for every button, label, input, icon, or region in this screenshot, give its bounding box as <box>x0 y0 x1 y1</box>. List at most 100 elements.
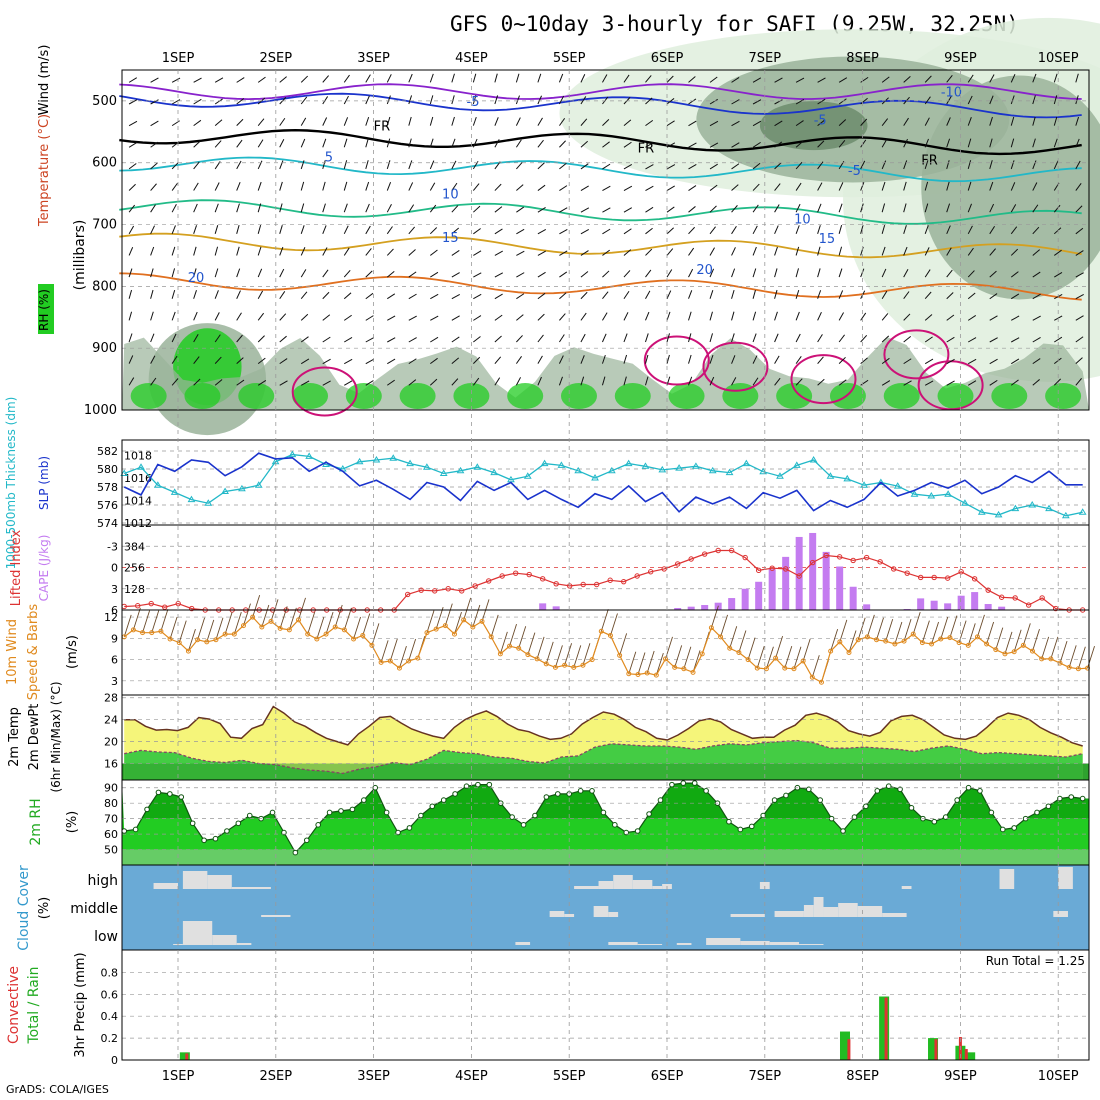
wind-barb <box>279 117 286 126</box>
wind-barb <box>408 337 417 343</box>
cape-tick: 256 <box>124 562 145 575</box>
wind-speed-point <box>268 618 274 624</box>
wind-barb <box>838 246 843 256</box>
wind-barb <box>580 291 588 300</box>
wind-barb <box>795 203 801 213</box>
wind-barb-10m <box>224 611 233 635</box>
wind-barb <box>494 293 503 300</box>
li-point <box>189 605 195 612</box>
wind-barb <box>645 185 654 191</box>
wind-barb-10m <box>132 607 141 630</box>
wind-barb <box>903 246 908 256</box>
wind-speed-point <box>479 618 485 624</box>
wind-barb <box>171 333 177 343</box>
wind-barb <box>688 290 693 299</box>
li-point <box>769 565 775 571</box>
wind-barb <box>537 139 544 148</box>
wind-speed-point <box>516 645 522 651</box>
wind-barb <box>150 333 155 343</box>
wind-barb <box>537 207 546 213</box>
wind-speed-point <box>993 647 999 653</box>
wind-barb-10m <box>674 645 683 668</box>
wind-barb <box>946 292 954 300</box>
wind-barb-10m <box>499 631 508 655</box>
wind-speed-point <box>185 648 191 654</box>
wind-barb <box>946 181 950 191</box>
wind-barb <box>838 182 844 191</box>
isotherm-label-11: 15 <box>819 232 836 247</box>
wind-barb <box>365 225 371 235</box>
wind-speed-point <box>149 630 155 636</box>
rh-point <box>612 822 618 828</box>
wind-barb <box>709 290 714 299</box>
wind-barb <box>1053 138 1058 148</box>
wind-barb-10m <box>554 645 563 668</box>
wind-barb-10m <box>399 645 407 669</box>
wind-barb-10m <box>1068 645 1077 668</box>
cloud-low-segment <box>706 938 741 945</box>
rh-point <box>383 809 390 816</box>
wind-barb <box>731 333 735 343</box>
wind-barb <box>645 206 654 213</box>
wind-barb <box>386 226 393 235</box>
rh-point <box>748 823 755 830</box>
wind-barb <box>214 379 223 386</box>
cape-contour-2 <box>790 354 857 405</box>
wind-barb <box>989 358 998 365</box>
wind-barb <box>472 138 478 148</box>
wind-barb <box>924 247 930 256</box>
axis-title-cloud-unit: (%) <box>37 897 52 920</box>
cloud-high-segment <box>231 887 271 889</box>
wind-speed-point <box>451 631 457 637</box>
wind-barb <box>1010 160 1015 170</box>
li-point <box>917 574 924 581</box>
thickness-point <box>456 466 465 474</box>
wind-speed-point <box>589 657 595 663</box>
wind-speed-point <box>929 641 935 647</box>
thickness-point <box>1011 504 1020 512</box>
day-label-top-4SEP: 4SEP <box>455 51 488 66</box>
cape-bar <box>701 605 709 610</box>
rh-point <box>783 792 789 799</box>
wind-barb-10m <box>619 633 628 656</box>
cape-tick: 384 <box>124 540 145 553</box>
wind-speed-point <box>800 658 806 664</box>
wind-barb <box>451 250 460 256</box>
rh-green-patch <box>1045 383 1082 409</box>
wind-barb <box>752 311 757 321</box>
wind-barb <box>989 138 993 148</box>
wind-barb <box>473 250 482 256</box>
rh-point <box>1057 795 1063 802</box>
wind-barb <box>645 142 654 148</box>
cloud-middle-segment <box>803 905 814 917</box>
wind-barb <box>1075 378 1082 386</box>
wind-barb-10m <box>325 611 334 635</box>
wind-speed-point <box>158 628 164 634</box>
wind-speed-point <box>534 656 540 662</box>
thickness-point <box>254 481 263 488</box>
wind-barb <box>516 206 525 213</box>
wind-barb <box>1032 271 1041 278</box>
thickness-point <box>422 463 431 470</box>
wind-barb <box>709 226 716 235</box>
wind-barb-10m <box>1004 631 1013 655</box>
rh-point <box>1011 825 1017 831</box>
wind-barb <box>128 289 133 299</box>
li-point <box>890 566 897 572</box>
wind-barb <box>171 99 181 105</box>
thickness-point <box>153 481 162 488</box>
wind-speed-point <box>626 671 632 677</box>
wind-barb <box>602 291 609 300</box>
wind-barb <box>731 184 739 191</box>
wind-barb-10m <box>1050 636 1059 660</box>
wind-barb-10m <box>444 603 453 626</box>
wind-barb-10m <box>940 616 949 640</box>
wind-barb <box>709 247 715 256</box>
wind-barb <box>860 97 868 105</box>
cape-bar <box>809 532 817 610</box>
wind-barb <box>537 271 546 278</box>
wind-barb <box>344 337 353 343</box>
wind-barb-10m <box>1041 636 1050 660</box>
wind-barb <box>1010 358 1020 365</box>
rh-green-patch <box>829 383 866 409</box>
